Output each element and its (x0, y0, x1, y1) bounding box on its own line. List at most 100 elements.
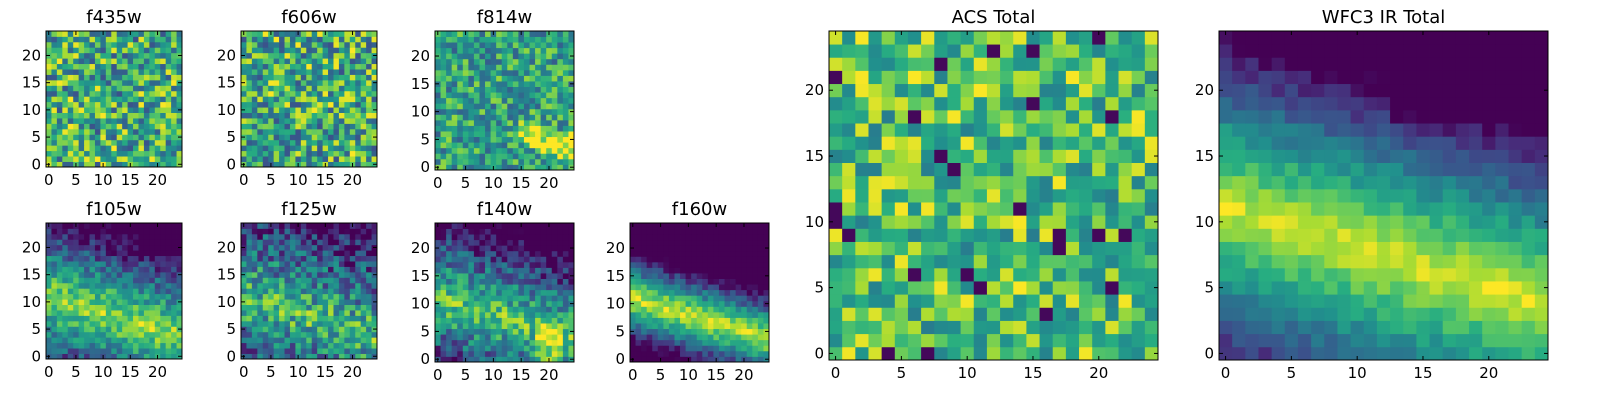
heatmap-cell (730, 323, 737, 330)
heatmap-cell (546, 97, 553, 104)
heatmap-cell (262, 244, 269, 251)
heatmap-cell (735, 245, 742, 252)
heatmap-cell (529, 164, 536, 171)
heatmap-cell (262, 326, 269, 333)
heatmap-cell (1052, 307, 1067, 321)
heatmap-cell (960, 215, 975, 229)
heatmap-cell (100, 239, 107, 246)
heatmap-cell (523, 284, 530, 291)
heatmap-cell (355, 277, 362, 284)
heatmap-cell (349, 315, 356, 322)
y-tick-label: 0 (420, 350, 430, 368)
heatmap-cell (691, 234, 698, 241)
heatmap-cell (328, 250, 334, 257)
heatmap-cell (479, 142, 486, 149)
heatmap-cell (246, 36, 253, 43)
heatmap-cell (349, 128, 356, 135)
heatmap-cell (262, 69, 269, 75)
heatmap-cell (507, 356, 514, 363)
heatmap-cell (56, 139, 63, 146)
heatmap-cell (535, 328, 542, 335)
heatmap-cell (67, 52, 74, 59)
heatmap-cell (1026, 188, 1040, 203)
y-tick-label: 0 (226, 155, 236, 173)
heatmap-cell (501, 328, 508, 335)
heatmap-cell (496, 64, 503, 71)
heatmap-cell (551, 42, 558, 49)
heatmap-cell (289, 255, 296, 262)
heatmap-cell (713, 300, 720, 307)
heatmap-cell (657, 295, 664, 302)
heatmap-cell (89, 96, 96, 103)
heatmap-cell (724, 256, 731, 263)
heatmap-cell (89, 47, 96, 54)
heatmap-cell (663, 267, 670, 274)
heatmap-cell (116, 320, 123, 327)
heatmap-cell (479, 234, 486, 241)
heatmap-cell (485, 300, 491, 307)
heatmap-cell (921, 149, 935, 163)
heatmap-cell (322, 101, 329, 108)
heatmap-cell (56, 161, 63, 168)
heatmap-cell (435, 86, 441, 93)
heatmap-cell (246, 112, 253, 119)
heatmap-cell (122, 277, 128, 284)
heatmap-cell (691, 239, 698, 246)
heatmap-cell (479, 356, 486, 363)
heatmap-cell (446, 119, 453, 126)
heatmap-cell (696, 261, 703, 268)
heatmap-cell (111, 112, 118, 119)
heatmap-cell (241, 150, 247, 157)
heatmap-cell (262, 315, 269, 322)
heatmap-cell (165, 161, 172, 168)
heatmap-cell (51, 107, 58, 113)
heatmap-cell (84, 161, 90, 168)
heatmap-cell (138, 239, 145, 246)
heatmap-cell (344, 41, 351, 48)
heatmap-cell (51, 58, 58, 65)
heatmap-cell (295, 63, 302, 70)
heatmap-cell (371, 277, 378, 284)
heatmap-cell (154, 326, 161, 333)
heatmap-cell (568, 311, 575, 318)
heatmap-cell (512, 36, 519, 43)
heatmap-cell (529, 64, 536, 71)
heatmap-cell (127, 342, 134, 349)
heatmap-cell (349, 58, 356, 65)
heatmap-cell (67, 36, 74, 43)
heatmap-cell (154, 239, 161, 246)
heatmap-cell (160, 266, 167, 273)
heatmap-cell (78, 320, 85, 327)
heatmap-cell (355, 107, 362, 113)
heatmap-cell (518, 273, 525, 279)
heatmap-cell (89, 63, 96, 70)
heatmap-cell (344, 112, 351, 119)
heatmap-cell (446, 53, 453, 60)
heatmap-cell (523, 42, 530, 49)
heatmap-cell (635, 345, 642, 352)
heatmap-cell (894, 149, 909, 163)
heatmap-cell (165, 101, 172, 108)
heatmap-cell (960, 307, 975, 321)
heatmap-cell (94, 156, 101, 162)
heatmap-cell (479, 273, 486, 279)
heatmap-cell (257, 233, 264, 240)
heatmap-cell (176, 90, 183, 97)
heatmap-cell (668, 345, 675, 352)
heatmap-cell (674, 323, 681, 330)
heatmap-cell (663, 339, 670, 346)
heatmap-cell (171, 145, 177, 152)
heatmap-cell (133, 101, 139, 108)
heatmap-cell (176, 47, 183, 54)
heatmap-cell (154, 128, 161, 135)
heatmap-cell (78, 69, 85, 75)
heatmap-cell (171, 156, 177, 162)
heatmap-cell (718, 261, 725, 268)
heatmap-cell (46, 74, 52, 81)
x-tick-label: 5 (266, 363, 276, 381)
heatmap-cell (446, 75, 453, 82)
heatmap-cell (306, 36, 313, 43)
heatmap-cells (241, 31, 378, 168)
heatmap-cell (67, 315, 74, 322)
heatmap-cell (1052, 228, 1067, 242)
